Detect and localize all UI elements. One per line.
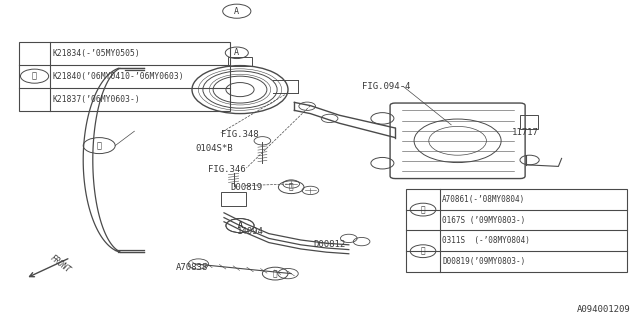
- Bar: [19, 42, 230, 111]
- Text: A: A: [234, 48, 239, 57]
- Text: FRONT: FRONT: [48, 253, 72, 275]
- Bar: [228, 57, 252, 66]
- Text: A: A: [237, 221, 243, 230]
- Text: FIG.348: FIG.348: [221, 130, 259, 139]
- Bar: [406, 189, 627, 272]
- Text: 11717: 11717: [512, 128, 539, 137]
- Text: K21840(’06MY0410-’06MY0603): K21840(’06MY0410-’06MY0603): [52, 72, 184, 81]
- Text: ①: ①: [97, 141, 102, 150]
- Text: FIG.346: FIG.346: [208, 165, 246, 174]
- Text: D00819: D00819: [230, 183, 262, 192]
- Text: D00812: D00812: [314, 240, 346, 249]
- Text: ②: ②: [289, 183, 294, 192]
- Text: A70838: A70838: [176, 263, 208, 272]
- Text: ③: ③: [420, 247, 426, 256]
- Text: ①: ①: [32, 72, 37, 81]
- Text: 14094: 14094: [237, 228, 264, 236]
- Bar: [520, 115, 538, 129]
- Text: A70861(-’08MY0804): A70861(-’08MY0804): [442, 195, 525, 204]
- Text: A094001209: A094001209: [577, 305, 630, 314]
- Text: ③: ③: [273, 269, 278, 278]
- Text: D00819(’09MY0803-): D00819(’09MY0803-): [442, 257, 525, 266]
- Text: 0167S (’09MY0803-): 0167S (’09MY0803-): [442, 215, 525, 225]
- Text: ②: ②: [420, 205, 426, 214]
- Text: FIG.094-4: FIG.094-4: [362, 82, 410, 91]
- Text: 0311S  (-’08MY0804): 0311S (-’08MY0804): [442, 236, 530, 245]
- Text: K21834(-’05MY0505): K21834(-’05MY0505): [52, 49, 140, 58]
- Text: 0104S*B: 0104S*B: [195, 144, 233, 153]
- Text: A: A: [237, 221, 243, 230]
- Text: A: A: [234, 7, 239, 16]
- Bar: [221, 192, 246, 206]
- Text: K21837(’06MY0603-): K21837(’06MY0603-): [52, 95, 140, 104]
